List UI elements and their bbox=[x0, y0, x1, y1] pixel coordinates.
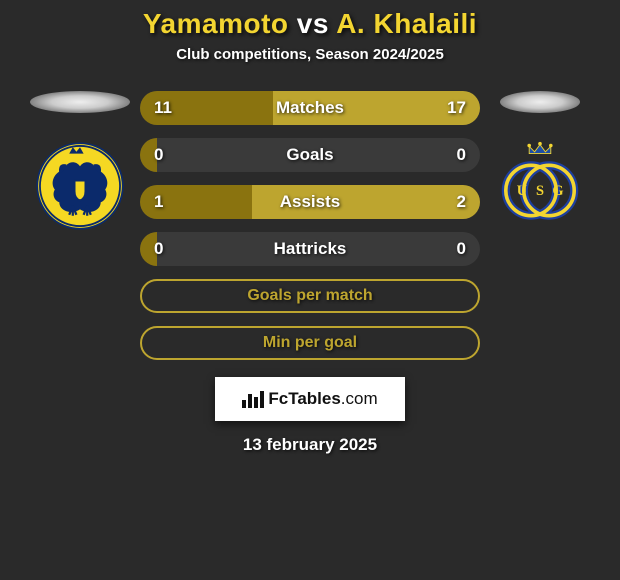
brand-logo-inner: FcTables.com bbox=[242, 389, 377, 409]
bars-icon bbox=[242, 390, 264, 408]
stat-row: 00Hattricks bbox=[140, 232, 480, 266]
stat-label: Assists bbox=[140, 192, 480, 212]
club-badge-right: U S G bbox=[495, 141, 585, 231]
center-column: 1117Matches 00Goals 12Assists 00Hattricks G… bbox=[140, 91, 480, 455]
stats-area: 1117Matches 00Goals 12Assists 00Hattricks G… bbox=[0, 91, 620, 455]
empty-stat-row: Min per goal bbox=[140, 326, 480, 360]
stat-label: Goals bbox=[140, 145, 480, 165]
brand-main: Tables bbox=[288, 389, 341, 408]
stvv-badge-icon bbox=[35, 141, 125, 231]
stat-label: Matches bbox=[140, 98, 480, 118]
stat-rows: 1117Matches 00Goals 12Assists 00Hattricks bbox=[140, 91, 480, 279]
left-column bbox=[20, 91, 140, 231]
svg-text:S: S bbox=[536, 183, 544, 199]
title: Yamamoto vs A. Khalaili bbox=[143, 8, 477, 40]
svg-text:G: G bbox=[552, 183, 563, 199]
stat-label: Hattricks bbox=[140, 239, 480, 259]
union-sg-badge-icon: U S G bbox=[495, 136, 585, 236]
brand-suffix: .com bbox=[341, 389, 378, 408]
stat-row: 1117Matches bbox=[140, 91, 480, 125]
club-badge-left bbox=[35, 141, 125, 231]
player2-name: A. Khalaili bbox=[336, 8, 477, 39]
brand-logo: FcTables.com bbox=[215, 377, 405, 421]
stat-row: 12Assists bbox=[140, 185, 480, 219]
footer-date: 13 february 2025 bbox=[243, 435, 377, 455]
empty-stat-row: Goals per match bbox=[140, 279, 480, 313]
player1-name: Yamamoto bbox=[143, 8, 289, 39]
brand-prefix: Fc bbox=[268, 389, 288, 408]
shadow-ellipse-left bbox=[30, 91, 130, 113]
svg-text:U: U bbox=[517, 183, 528, 199]
infographic-container: Yamamoto vs A. Khalaili Club competition… bbox=[0, 0, 620, 455]
subtitle: Club competitions, Season 2024/2025 bbox=[176, 46, 444, 63]
empty-stat-rows: Goals per match Min per goal bbox=[140, 279, 480, 373]
right-column: U S G bbox=[480, 91, 600, 231]
shadow-ellipse-right bbox=[500, 91, 580, 113]
brand-text: FcTables.com bbox=[268, 389, 377, 409]
stat-row: 00Goals bbox=[140, 138, 480, 172]
vs-text: vs bbox=[297, 8, 329, 39]
